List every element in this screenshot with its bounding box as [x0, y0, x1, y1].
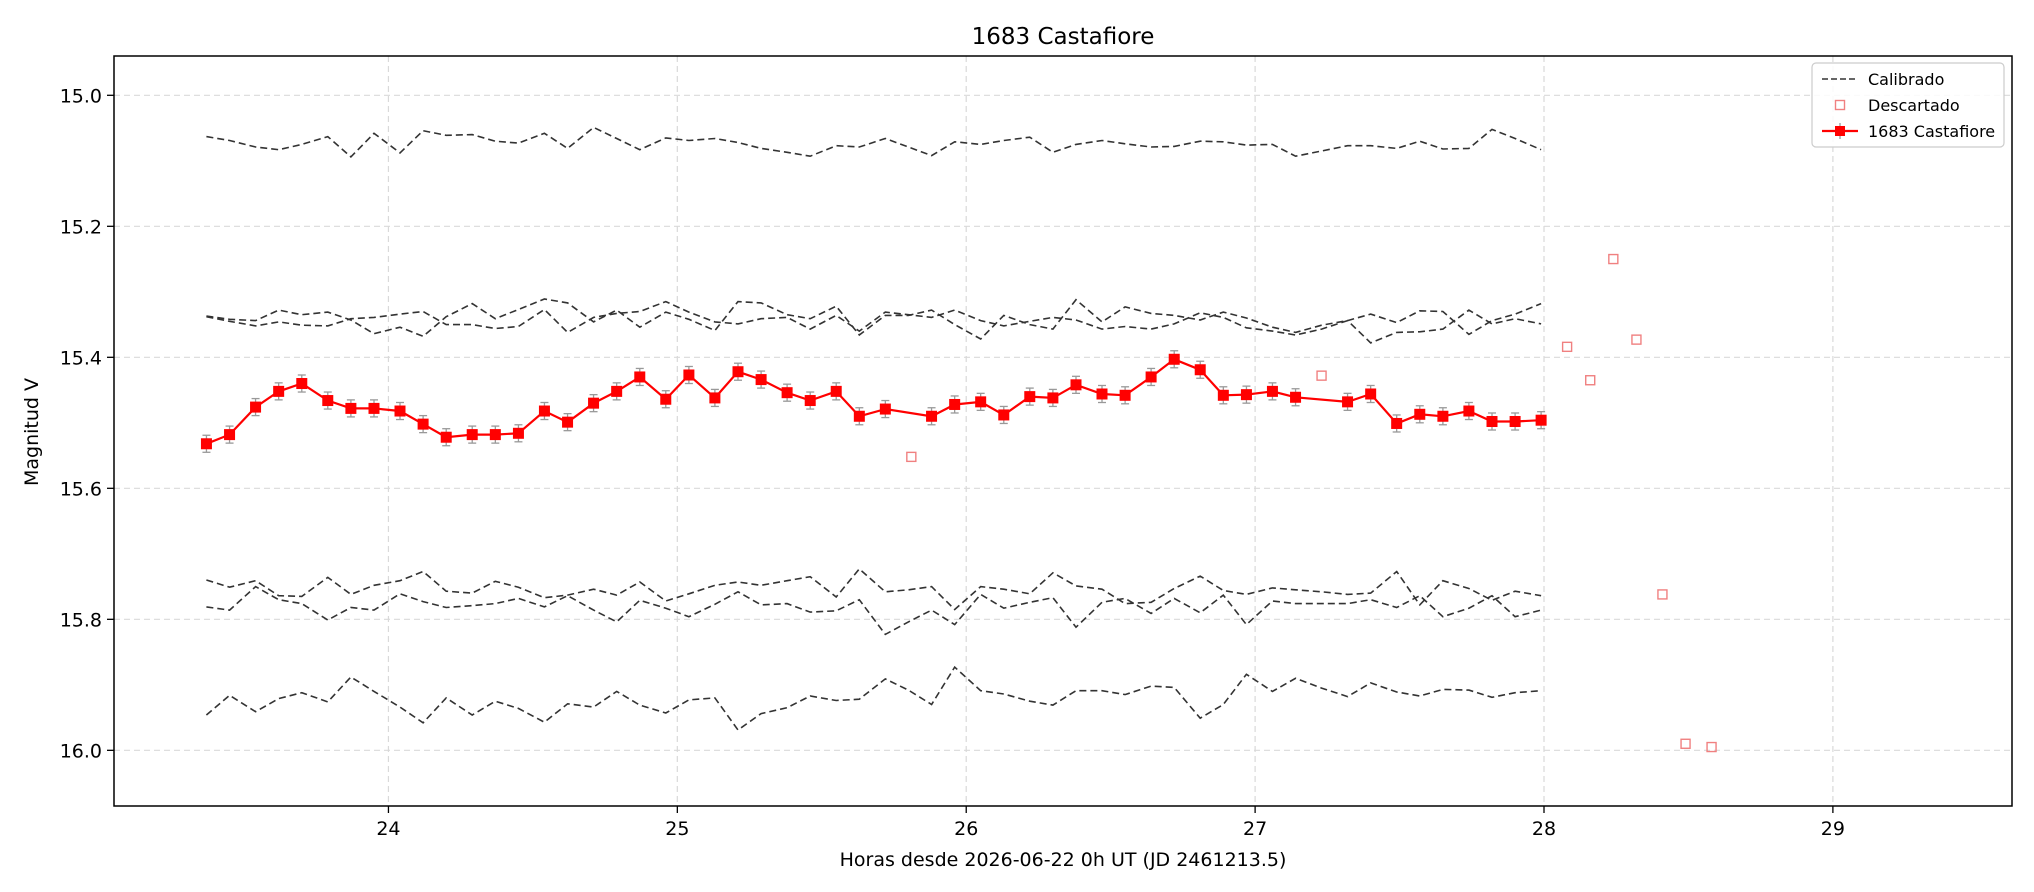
target-point [588, 397, 600, 409]
plot-frame [113, 55, 2013, 807]
y-axis-label: Magnitud V [21, 378, 43, 486]
calibrated-series-line [206, 298, 1542, 340]
target-point [926, 410, 938, 422]
target-point [1414, 408, 1426, 420]
target-point [1290, 391, 1302, 403]
discarded-point [1657, 589, 1668, 600]
target-point [949, 398, 961, 410]
discarded-point [1680, 738, 1691, 749]
y-tick-label: 15.8 [60, 609, 102, 631]
discarded-point [1561, 341, 1573, 353]
x-tick-label: 26 [954, 818, 978, 840]
legend-swatch-target-marker [1835, 126, 1845, 136]
target-point [1391, 417, 1403, 429]
target-point [998, 409, 1010, 421]
target-point [1240, 389, 1252, 401]
calibrated-series-line [206, 585, 1542, 636]
target-point [879, 403, 891, 415]
discarded-point [1631, 334, 1642, 345]
calibrated-series-group [205, 126, 1542, 732]
calibrated-series-line [206, 300, 1542, 344]
discarded-point [1706, 741, 1717, 753]
target-point [1145, 371, 1157, 383]
y-tick-label: 15.2 [60, 216, 102, 238]
target-series-group [200, 350, 1547, 453]
y-tick-label: 15.0 [60, 85, 102, 107]
target-point [200, 438, 212, 450]
x-tick-label: 25 [665, 818, 689, 840]
target-point [611, 385, 623, 397]
target-point [489, 429, 501, 441]
target-point [440, 431, 452, 443]
x-tick-label: 24 [376, 818, 400, 840]
target-point [1119, 389, 1131, 401]
legend: Calibrado Descartado 1683 Castafiore [1811, 62, 2005, 148]
target-point [830, 385, 842, 397]
x-tick-label: 27 [1243, 818, 1267, 840]
target-point [512, 427, 524, 439]
target-point [1070, 379, 1082, 391]
legend-label: Calibrado [1868, 70, 1944, 89]
target-point [345, 402, 357, 414]
target-point [273, 385, 285, 397]
target-point [562, 416, 574, 428]
discarded-points-group [906, 253, 1717, 753]
target-point [1217, 389, 1229, 401]
y-tick-label: 16.0 [60, 740, 102, 762]
target-point [732, 366, 744, 378]
target-point [853, 410, 865, 422]
target-point [755, 374, 767, 386]
y-tick-label: 15.6 [60, 478, 102, 500]
target-point [634, 371, 646, 383]
target-point [1365, 388, 1377, 400]
target-point [250, 401, 262, 413]
discarded-point [1608, 253, 1619, 265]
target-point [224, 429, 236, 441]
chart-title: 1683 Castafiore [972, 24, 1155, 50]
grid [114, 56, 2012, 806]
discarded-point [1585, 375, 1596, 386]
x-tick-label: 28 [1532, 818, 1556, 840]
calibrated-series-line [206, 126, 1542, 159]
target-point [660, 393, 672, 405]
target-point [394, 405, 406, 417]
legend-swatch-descartado [1834, 99, 1846, 111]
target-point [322, 395, 334, 407]
target-point [1535, 414, 1547, 426]
discarded-point [906, 451, 917, 463]
target-point [1463, 405, 1475, 417]
target-point [1047, 392, 1059, 404]
x-axis-label: Horas desde 2026-06-22 0h UT (JD 2461213… [840, 849, 1287, 871]
target-point [368, 402, 380, 414]
target-point [466, 429, 478, 441]
target-point [296, 378, 308, 390]
axes: 24 25 26 27 28 29 15.0 15.2 15.4 15.6 15.8 16.0 [60, 55, 2013, 840]
target-point [538, 405, 550, 417]
target-point [1194, 364, 1206, 376]
target-point [1266, 385, 1278, 397]
target-point [975, 396, 987, 408]
target-point [804, 395, 816, 407]
discarded-point [1316, 370, 1327, 381]
target-point [1096, 388, 1108, 400]
target-point [709, 392, 721, 404]
legend-label: Descartado [1868, 96, 1960, 115]
legend-label: 1683 Castafiore [1868, 122, 1995, 141]
target-point [781, 387, 793, 399]
calibrated-series-line [205, 665, 1542, 732]
target-point [1486, 416, 1498, 428]
target-point [1168, 353, 1180, 365]
target-point [1437, 410, 1449, 422]
y-tick-label: 15.4 [60, 347, 102, 369]
x-tick-label: 29 [1821, 818, 1845, 840]
target-point [1509, 416, 1521, 428]
calibrated-series-line [206, 567, 1542, 611]
target-point [1342, 396, 1354, 408]
target-point [1024, 391, 1036, 403]
target-point [417, 418, 429, 430]
legend-box [1811, 62, 2005, 148]
target-point [683, 369, 695, 381]
